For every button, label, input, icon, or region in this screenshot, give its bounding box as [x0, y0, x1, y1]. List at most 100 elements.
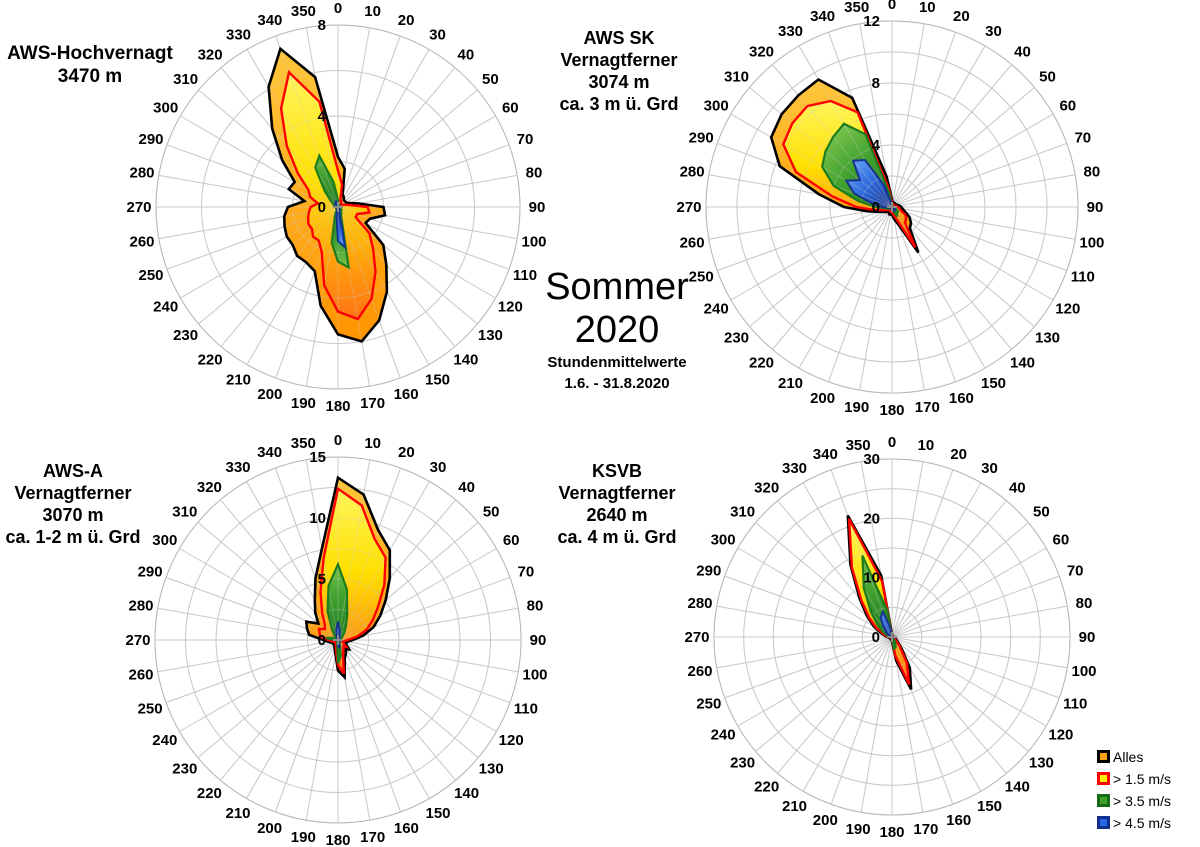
degree-tick-label: 310: [173, 71, 198, 88]
degree-tick-label: 270: [126, 199, 151, 216]
degree-tick-label: 140: [453, 351, 478, 368]
degree-tick-label: 180: [325, 832, 350, 847]
degree-tick-label: 40: [458, 47, 475, 64]
degree-tick-label: 210: [225, 805, 250, 822]
degree-tick-label: 310: [724, 69, 749, 86]
chart-title-line: AWS-A: [43, 461, 103, 481]
degree-tick-label: 250: [689, 268, 714, 285]
radial-axis-label: 12: [863, 13, 880, 30]
degree-tick-label: 110: [1071, 268, 1095, 285]
chart-title-aws-sk: AWS SK Vernagtferner 3074 m ca. 3 m ü. Grd: [519, 27, 719, 115]
legend-label: Alles: [1113, 748, 1144, 765]
degree-tick-labels: 0 102030405060708090100110120130140150160…: [125, 432, 547, 847]
degree-tick-label: 230: [730, 754, 755, 771]
degree-tick-label: 210: [226, 371, 251, 388]
chart-title-line: 2640 m: [586, 505, 648, 525]
degree-tick-label: 120: [499, 732, 524, 749]
season-note-line2: 1.6. - 31.8.2020: [564, 375, 670, 392]
degree-tick-label: 60: [1053, 532, 1070, 549]
series-outline-2: [279, 69, 377, 321]
center-mark: [333, 202, 343, 212]
chart-title-line: Vernagtferner: [558, 483, 676, 503]
degree-tick-label: 200: [813, 812, 838, 829]
chart-title-aws-hochvernagt: AWS-Hochvernagt 3470 m: [0, 42, 180, 88]
degree-tick-label: 80: [526, 164, 543, 181]
degree-tick-label: 100: [1071, 663, 1096, 680]
degree-tick-label: 180: [879, 824, 904, 841]
chart-title-ksvb: KSVB Vernagtferner 2640 m ca. 4 m ü. Grd: [517, 460, 717, 548]
degree-tick-label: 130: [478, 327, 503, 344]
degree-tick-label: 280: [129, 164, 154, 181]
season-line1: Sommer: [545, 266, 689, 308]
chart-title-line: ca. 1-2 m ü. Grd: [5, 527, 141, 547]
radial-axis-label: 0: [318, 632, 326, 649]
radial-axis-label: 0: [872, 199, 880, 216]
radial-axis-label: 10: [863, 570, 880, 587]
degree-tick-label: 70: [518, 564, 535, 581]
degree-tick-label: 30: [981, 460, 998, 477]
series-area-4: [880, 611, 893, 639]
degree-tick-label: 180: [879, 402, 904, 419]
degree-tick-label: 200: [810, 390, 835, 407]
polar-grid-overlay: [154, 456, 522, 824]
series-outline-1: [304, 475, 392, 681]
degree-tick-label: 120: [498, 299, 523, 316]
radial-axis-label: 15: [309, 449, 326, 466]
degree-tick-label: 190: [291, 829, 316, 846]
center-mark: [333, 635, 343, 645]
degree-tick-labels: 0 102030405060708090100110120130140150160…: [684, 434, 1096, 841]
degree-tick-label: 170: [360, 829, 385, 846]
degree-tick-label: 130: [1035, 330, 1060, 347]
legend-item-alles: Alles: [1097, 746, 1171, 767]
degree-tick-label: 0: [334, 432, 342, 449]
series-outline-4: [333, 200, 347, 250]
degree-tick-label: 290: [138, 131, 163, 148]
chart-title-line: Vernagtferner: [560, 50, 678, 70]
degree-tick-label: 330: [778, 23, 803, 40]
degree-tick-label: 230: [724, 330, 749, 347]
degree-tick-label: 60: [1059, 98, 1076, 115]
series-area-4: [846, 160, 895, 211]
degree-tick-label: 160: [946, 812, 971, 829]
chart-title-line: 3070 m: [42, 505, 104, 525]
degree-tick-label: 240: [704, 301, 729, 318]
chart-title-line: 3470 m: [57, 66, 123, 87]
degree-tick-label: 230: [173, 327, 198, 344]
degree-tick-label: 30: [430, 459, 447, 476]
legend: Alles > 1.5 m/s > 3.5 m/s > 4.5 m/s: [1097, 746, 1171, 833]
legend-item-gt3-5: > 3.5 m/s: [1097, 790, 1171, 811]
degree-tick-label: 170: [915, 399, 940, 416]
degree-tick-label: 100: [521, 234, 546, 251]
degree-tick-label: 30: [429, 27, 446, 44]
series-outlines: [304, 475, 392, 681]
degree-tick-label: 290: [696, 562, 721, 579]
degree-tick-label: 120: [1048, 727, 1073, 744]
degree-tick-label: 100: [522, 667, 547, 684]
degree-tick-label: 150: [977, 798, 1002, 815]
degree-tick-label: 170: [913, 821, 938, 838]
radial-axis-label: 0: [872, 629, 880, 646]
degree-tick-label: 50: [483, 503, 500, 520]
degree-tick-label: 250: [696, 696, 721, 713]
gt1-5-swatch-icon: [1097, 772, 1110, 785]
degree-tick-label: 160: [394, 820, 419, 837]
degree-tick-label: 220: [749, 355, 774, 372]
degree-tick-label: 200: [257, 386, 282, 403]
degree-tick-label: 10: [918, 437, 935, 454]
degree-tick-label: 250: [138, 267, 163, 284]
legend-label: > 3.5 m/s: [1113, 792, 1171, 809]
degree-tick-label: 110: [514, 700, 538, 717]
degree-tick-label: 230: [172, 761, 197, 778]
degree-tick-label: 330: [225, 459, 250, 476]
degree-tick-label: 340: [257, 12, 282, 29]
series-outline-2: [317, 486, 387, 675]
radial-axis-label: 10: [309, 510, 326, 527]
radial-axis-labels: 0 10 20 30: [863, 451, 880, 646]
degree-tick-label: 290: [689, 130, 714, 147]
legend-item-gt4-5: > 4.5 m/s: [1097, 812, 1171, 833]
degree-tick-label: 40: [458, 479, 475, 496]
degree-tick-label: 210: [778, 375, 803, 392]
